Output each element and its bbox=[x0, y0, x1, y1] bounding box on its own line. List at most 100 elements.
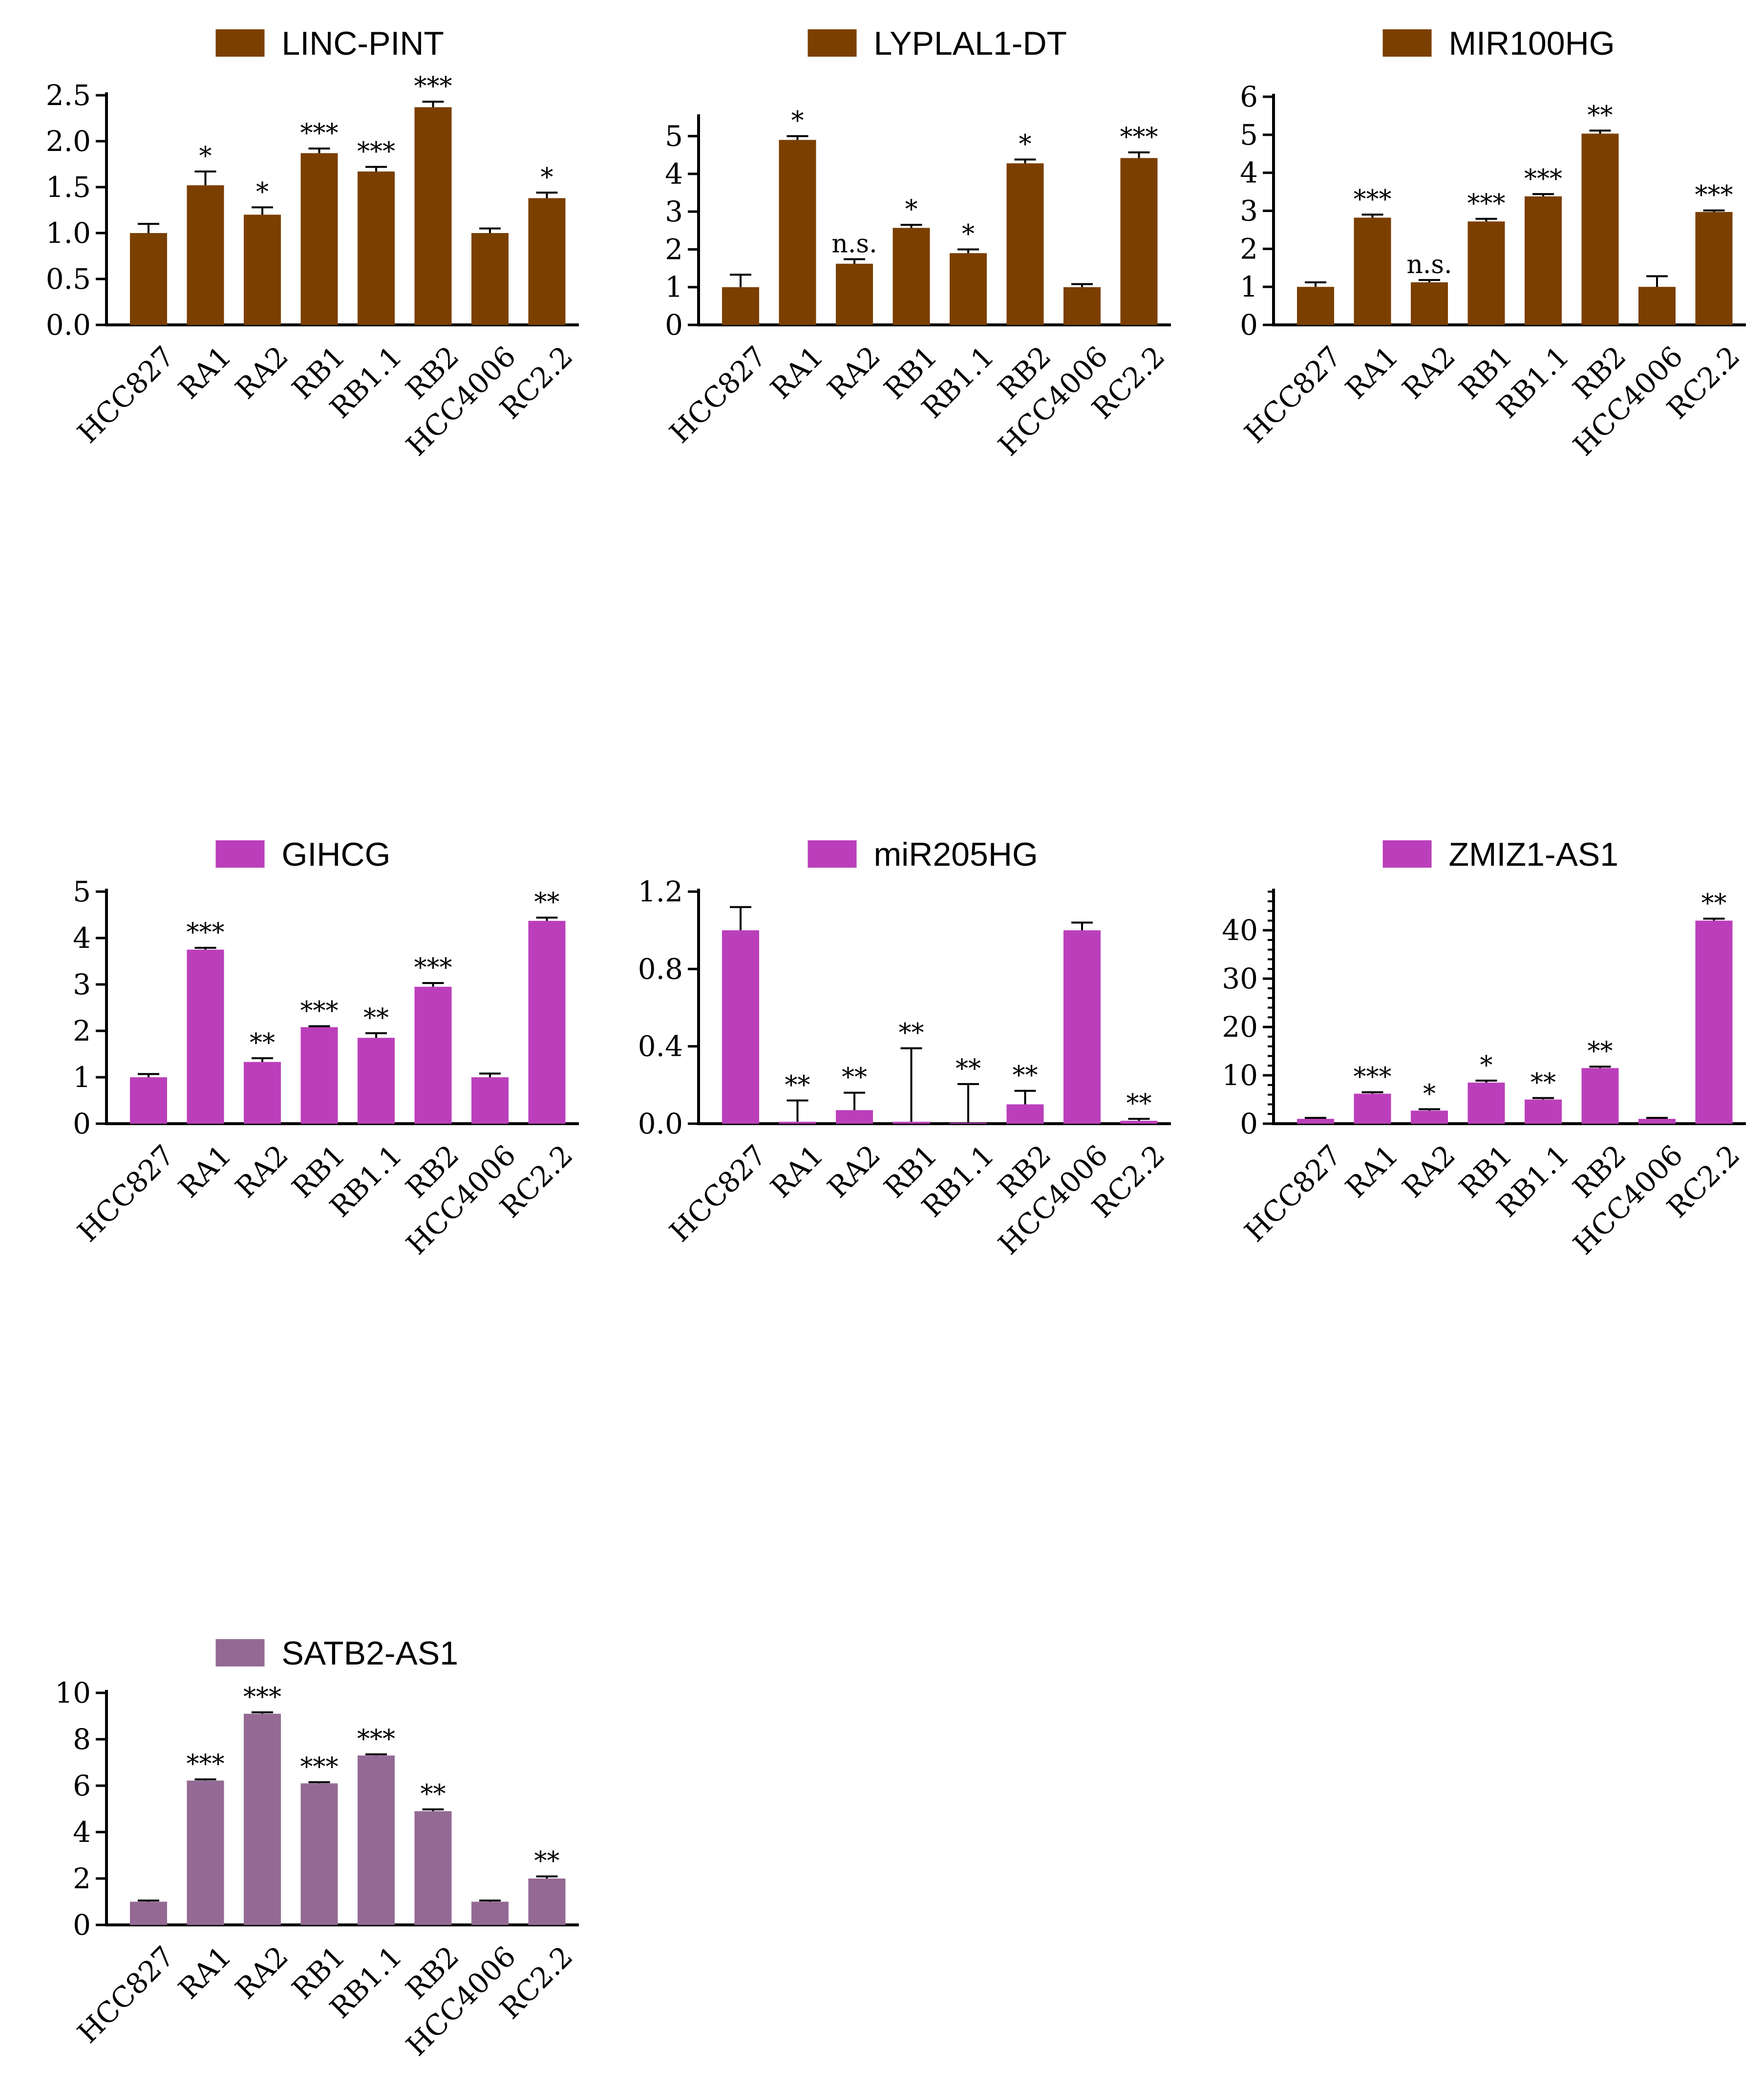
x-tick-label: RA1 bbox=[764, 1138, 830, 1204]
bar-ra2 bbox=[244, 1062, 281, 1124]
y-tick-label: 10 bbox=[55, 1676, 91, 1709]
significance-label: * bbox=[199, 142, 212, 171]
y-tick-label: 0 bbox=[73, 1908, 91, 1942]
bar-hcc4006 bbox=[1063, 287, 1101, 325]
x-tick-label: HCC827 bbox=[71, 1138, 181, 1248]
significance-label: *** bbox=[357, 137, 395, 167]
chart-panel-satb2-as1: SATB2-AS10246810HCC827***RA1***RA2***RB1… bbox=[55, 1635, 579, 2062]
y-tick-label: 8 bbox=[73, 1723, 91, 1756]
y-tick-label: 1.2 bbox=[638, 875, 683, 908]
chart-panel-gihcg: GIHCG012345HCC827***RA1**RA2***RB1**RB1.… bbox=[71, 836, 579, 1261]
legend-swatch bbox=[1382, 29, 1432, 57]
bar-rb2 bbox=[414, 1811, 452, 1925]
significance-label: ** bbox=[1588, 1037, 1613, 1066]
bar-ra2 bbox=[836, 263, 873, 325]
y-tick-label: 0 bbox=[73, 1107, 91, 1140]
x-tick-label: RA2 bbox=[1396, 1138, 1462, 1204]
y-tick-label: 5 bbox=[1240, 118, 1258, 151]
y-tick-label: 0 bbox=[1240, 308, 1258, 342]
bar-hcc827 bbox=[1297, 287, 1334, 325]
bar-ra2 bbox=[244, 1713, 281, 1925]
bar-hcc827 bbox=[722, 930, 759, 1124]
bar-hcc827 bbox=[130, 1901, 167, 1925]
x-tick-label: HCC827 bbox=[663, 340, 773, 449]
bar-hcc4006 bbox=[1638, 287, 1676, 325]
bar-rb1.1 bbox=[1525, 196, 1562, 325]
bar-hcc4006 bbox=[471, 233, 509, 325]
legend-swatch bbox=[215, 840, 265, 868]
x-tick-label: HCC827 bbox=[1238, 1138, 1348, 1248]
significance-label: ** bbox=[899, 1019, 924, 1048]
significance-label: *** bbox=[300, 997, 339, 1026]
bar-ra2 bbox=[1411, 1110, 1448, 1124]
x-tick-label: RA2 bbox=[229, 1940, 295, 2006]
bar-rb1 bbox=[300, 1783, 338, 1925]
y-tick-label: 1 bbox=[73, 1061, 91, 1094]
significance-label: ** bbox=[534, 888, 560, 917]
significance-label: *** bbox=[1524, 164, 1562, 193]
bar-ra2 bbox=[1411, 282, 1448, 325]
legend-label: LYPLAL1-DT bbox=[874, 25, 1067, 62]
bar-rb1.1 bbox=[358, 1755, 395, 1925]
legend-label: SATB2-AS1 bbox=[282, 1635, 459, 1672]
bar-rb1 bbox=[893, 228, 930, 325]
x-tick-label: RA2 bbox=[229, 1138, 295, 1204]
x-tick-label: RA2 bbox=[821, 340, 887, 406]
chart-panel-mir205hg: miR205HG0.00.40.81.2HCC827**RA1**RA2**RB… bbox=[638, 836, 1171, 1261]
significance-label: ** bbox=[534, 1847, 560, 1876]
y-tick-label: 30 bbox=[1222, 962, 1258, 995]
y-tick-label: 40 bbox=[1222, 914, 1258, 947]
bar-rb1.1 bbox=[1525, 1099, 1562, 1124]
bar-rb1.1 bbox=[950, 253, 987, 325]
bar-rb1 bbox=[300, 1027, 338, 1124]
x-tick-label: HCC827 bbox=[1238, 340, 1348, 449]
bar-hcc4006 bbox=[1638, 1119, 1676, 1124]
bar-ra1 bbox=[1354, 217, 1391, 325]
x-tick-label: HCC827 bbox=[71, 1940, 181, 2049]
significance-label: *** bbox=[414, 72, 452, 101]
bar-rb1 bbox=[1467, 221, 1505, 325]
y-tick-label: 0.5 bbox=[46, 262, 91, 296]
y-tick-label: 1 bbox=[665, 271, 683, 304]
bar-rb1 bbox=[300, 153, 338, 325]
significance-label: n.s. bbox=[1406, 250, 1452, 279]
significance-label: n.s. bbox=[831, 230, 877, 259]
significance-label: *** bbox=[187, 918, 225, 947]
significance-label: *** bbox=[300, 1752, 339, 1782]
bar-ra2 bbox=[836, 1110, 873, 1124]
y-tick-label: 6 bbox=[73, 1769, 91, 1802]
significance-label: * bbox=[1019, 130, 1032, 159]
legend-label: GIHCG bbox=[282, 836, 391, 873]
chart-panel-mir100hg: MIR100HG0123456HCC827***RA1n.s.RA2***RB1… bbox=[1238, 25, 1746, 462]
significance-label: ** bbox=[1530, 1068, 1556, 1098]
y-tick-label: 4 bbox=[1240, 156, 1258, 190]
y-tick-label: 6 bbox=[1240, 80, 1258, 113]
y-tick-label: 5 bbox=[665, 120, 683, 153]
y-tick-label: 0.8 bbox=[638, 952, 683, 985]
significance-label: ** bbox=[956, 1054, 981, 1084]
x-tick-label: RA1 bbox=[1339, 1138, 1405, 1204]
bar-rb2 bbox=[414, 107, 452, 325]
x-tick-label: RA1 bbox=[764, 340, 830, 406]
bar-rb1 bbox=[1467, 1082, 1505, 1124]
legend-swatch bbox=[1382, 840, 1432, 868]
significance-label: ** bbox=[363, 1003, 389, 1033]
bar-ra1 bbox=[187, 185, 224, 325]
y-tick-label: 0.4 bbox=[638, 1030, 683, 1063]
bar-rb1 bbox=[893, 1122, 930, 1124]
significance-label: * bbox=[541, 163, 553, 192]
significance-label: * bbox=[962, 219, 975, 249]
bar-hcc4006 bbox=[471, 1901, 509, 1925]
significance-label: * bbox=[1480, 1051, 1493, 1080]
significance-label: ** bbox=[421, 1779, 446, 1809]
significance-label: *** bbox=[243, 1683, 281, 1712]
chart-panel-zmiz1-as1: ZMIZ1-AS1010203040HCC827***RA1*RA2*RB1**… bbox=[1222, 836, 1746, 1261]
bar-rc2.2 bbox=[528, 920, 566, 1124]
significance-label: *** bbox=[1354, 1063, 1392, 1092]
bar-rb2 bbox=[1006, 163, 1044, 325]
legend-swatch bbox=[808, 29, 857, 57]
y-tick-label: 0 bbox=[1240, 1107, 1258, 1140]
significance-label: ** bbox=[785, 1071, 810, 1100]
significance-label: ** bbox=[1588, 101, 1613, 130]
